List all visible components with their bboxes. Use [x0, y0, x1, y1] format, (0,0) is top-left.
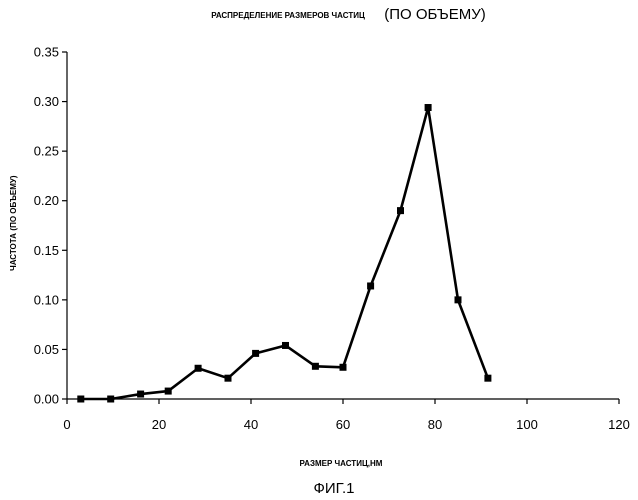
y-tick-label: 0.30: [34, 94, 59, 109]
data-point: [282, 342, 289, 349]
data-point: [225, 375, 232, 382]
y-axis-label: ЧАСТОТА: [9, 233, 18, 271]
chart-subtitle: (ПО ОБЪЕМУ): [384, 6, 486, 23]
y-tick-label: 0.15: [34, 243, 59, 258]
x-tick-label: 80: [428, 417, 442, 432]
y-tick-label: 0.00: [34, 392, 59, 407]
data-point: [484, 375, 491, 382]
y-ticks: 0.00 0.05 0.10 0.15 0.20 0.25 0.30 0.35: [34, 45, 67, 407]
data-point: [77, 396, 84, 403]
data-point: [397, 207, 404, 214]
x-tick-label: 20: [152, 417, 166, 432]
figure-label: ФИГ.1: [314, 480, 355, 497]
chart-title: РАСПРЕДЕЛЕНИЕ РАЗМЕРОВ ЧАСТИЦ: [211, 11, 365, 20]
data-point: [165, 388, 172, 395]
x-tick-label: 40: [244, 417, 258, 432]
y-tick-label: 0.05: [34, 342, 59, 357]
y-tick-label: 0.35: [34, 45, 59, 60]
data-point: [425, 104, 432, 111]
data-point: [455, 296, 462, 303]
series-polyline: [81, 108, 488, 399]
data-point: [312, 363, 319, 370]
x-tick-label: 100: [516, 417, 538, 432]
x-axis-label: РАЗМЕР ЧАСТИЦ,НМ: [300, 459, 383, 468]
data-point: [367, 282, 374, 289]
y-tick-label: 0.20: [34, 193, 59, 208]
y-tick-label: 0.10: [34, 292, 59, 307]
x-ticks: 0 20 40 60 80 100 120: [63, 399, 629, 432]
data-point: [340, 364, 347, 371]
x-tick-label: 60: [336, 417, 350, 432]
y-tick-label: 0.25: [34, 144, 59, 159]
series-line: [77, 104, 491, 402]
x-tick-label: 0: [63, 417, 70, 432]
data-point: [252, 350, 259, 357]
data-point: [195, 365, 202, 372]
x-tick-label: 120: [608, 417, 630, 432]
data-point: [107, 396, 114, 403]
y-axis-label-sub: (ПО ОБЪЕМУ): [9, 175, 18, 230]
data-point: [137, 391, 144, 398]
